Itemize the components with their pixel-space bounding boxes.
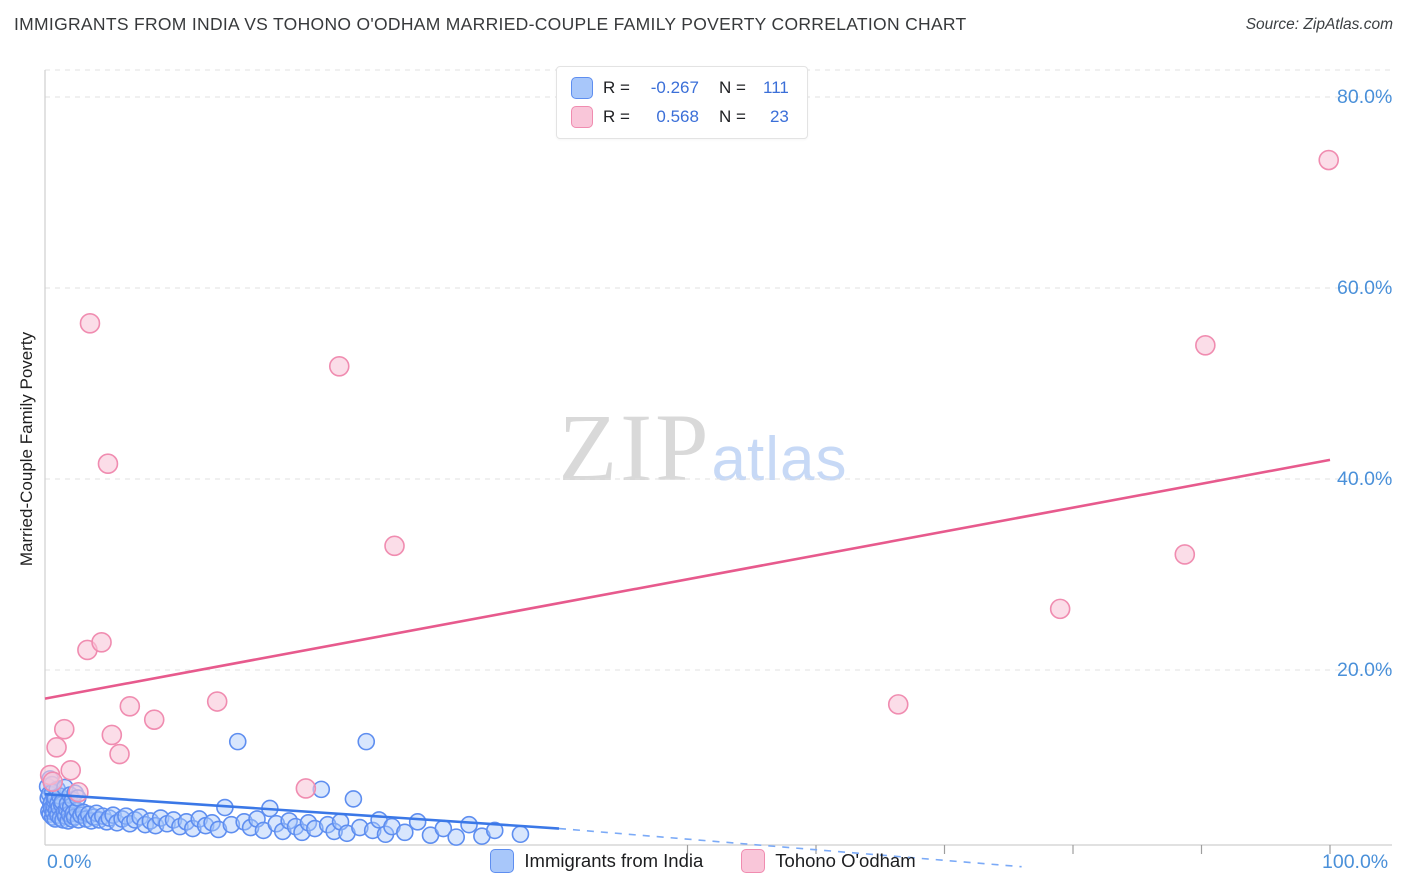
point-tohono xyxy=(143,709,165,730)
x-axis-max-label: 100.0% xyxy=(1322,851,1389,873)
point-tohono xyxy=(79,313,101,334)
y-tick-label-80: 80.0% xyxy=(1337,86,1393,108)
legend-item-india: Immigrants from India xyxy=(490,849,703,873)
point-india xyxy=(164,811,183,829)
point-india xyxy=(395,823,414,842)
x-axis-min-label: 0.0% xyxy=(47,851,92,873)
point-tohono xyxy=(91,632,112,653)
point-india xyxy=(408,813,427,831)
point-india xyxy=(511,825,530,844)
point-tohono xyxy=(46,737,67,758)
india-swatch-icon xyxy=(571,77,593,99)
point-tohono xyxy=(206,691,228,712)
point-tohono xyxy=(119,695,141,717)
stats-row-india: R = -0.267 N = 111 xyxy=(571,76,789,100)
point-india xyxy=(228,732,247,751)
point-tohono xyxy=(42,771,64,793)
point-tohono xyxy=(295,778,317,799)
point-india xyxy=(141,812,160,830)
point-tohono xyxy=(1049,598,1071,620)
point-india xyxy=(460,815,478,834)
series-legend: Immigrants from India Tohono O'odham xyxy=(0,849,1406,873)
point-india xyxy=(485,821,504,840)
n-value-tohono: 23 xyxy=(769,107,789,126)
correlation-stats-box: R = -0.267 N = 111 R = 0.568 N = 23 xyxy=(556,66,808,139)
y-tick-label-40: 40.0% xyxy=(1337,468,1393,490)
n-label: N = xyxy=(718,107,746,126)
chart-title: IMMIGRANTS FROM INDIA VS TOHONO O'ODHAM … xyxy=(14,14,967,34)
point-tohono xyxy=(1195,334,1216,356)
n-label: N = xyxy=(718,78,746,97)
point-tohono xyxy=(97,453,119,475)
r-value-tohono: 0.568 xyxy=(656,107,699,126)
india-legend-swatch-icon xyxy=(490,849,515,873)
point-india xyxy=(357,732,376,751)
point-india xyxy=(190,810,208,828)
legend-item-tohono: Tohono O'odham xyxy=(741,849,916,873)
point-india xyxy=(293,823,311,842)
point-tohono xyxy=(1174,544,1196,565)
point-india xyxy=(344,790,363,808)
point-india xyxy=(306,819,324,838)
india-legend-label: Immigrants from India xyxy=(524,850,704,871)
point-india xyxy=(363,821,382,840)
point-tohono xyxy=(384,535,405,557)
y-tick-label-60: 60.0% xyxy=(1337,277,1393,299)
r-label: R = xyxy=(603,107,630,126)
point-tohono xyxy=(887,694,909,715)
point-tohono xyxy=(60,759,81,781)
point-india xyxy=(447,828,466,846)
point-india xyxy=(325,822,343,841)
n-value-india: 111 xyxy=(763,78,789,97)
point-tohono xyxy=(53,718,75,740)
point-india xyxy=(209,820,228,839)
stats-row-tohono: R = 0.568 N = 23 xyxy=(571,105,789,129)
source-link[interactable]: Source: ZipAtlas.com xyxy=(1245,16,1393,33)
point-india xyxy=(203,813,221,832)
y-tick-label-20: 20.0% xyxy=(1337,659,1393,681)
r-value-india: -0.267 xyxy=(650,78,699,97)
point-tohono xyxy=(68,781,89,803)
point-tohono xyxy=(109,743,130,765)
y-axis-title: Married-Couple Family Poverty xyxy=(17,331,36,567)
point-india xyxy=(177,813,196,831)
point-india xyxy=(351,818,369,837)
r-label: R = xyxy=(603,78,630,97)
tohono-swatch-icon xyxy=(571,106,593,128)
point-india xyxy=(222,815,241,834)
tohono-legend-label: Tohono O'odham xyxy=(775,850,916,871)
point-tohono xyxy=(101,724,123,746)
trend-line xyxy=(44,458,1331,700)
tohono-legend-swatch-icon xyxy=(741,849,766,873)
point-india xyxy=(318,815,337,834)
point-tohono xyxy=(1318,149,1340,171)
point-india xyxy=(273,822,292,841)
point-india xyxy=(183,819,202,838)
trend-line xyxy=(44,792,560,830)
point-tohono xyxy=(328,356,350,377)
